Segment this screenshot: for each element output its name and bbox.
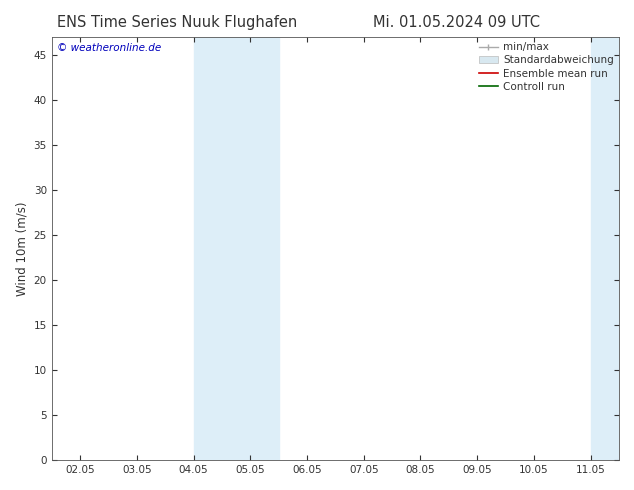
Text: ENS Time Series Nuuk Flughafen: ENS Time Series Nuuk Flughafen: [58, 15, 297, 30]
Bar: [591, 37, 630, 460]
Text: Mi. 01.05.2024 09 UTC: Mi. 01.05.2024 09 UTC: [373, 15, 540, 30]
Bar: [193, 37, 278, 460]
Y-axis label: Wind 10m (m/s): Wind 10m (m/s): [15, 201, 28, 296]
Legend: min/max, Standardabweichung, Ensemble mean run, Controll run: min/max, Standardabweichung, Ensemble me…: [479, 42, 614, 92]
Text: © weatheronline.de: © weatheronline.de: [57, 44, 162, 53]
